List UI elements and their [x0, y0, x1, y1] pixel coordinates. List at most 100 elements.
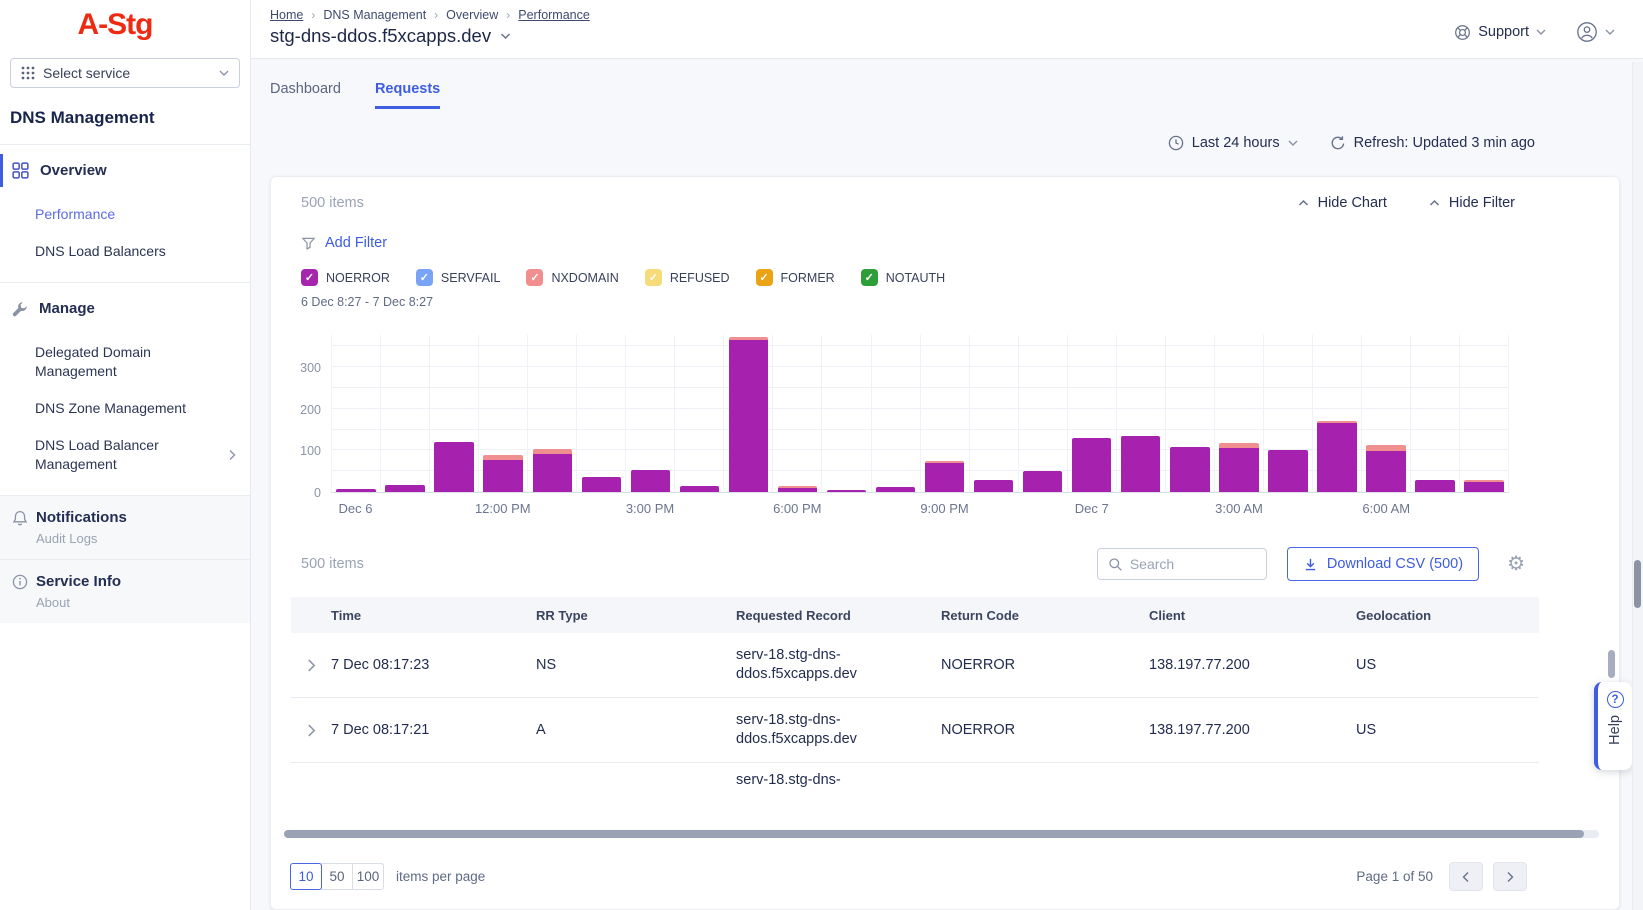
sidebar-item-manage[interactable]: Manage: [0, 283, 250, 334]
hide-filter-button[interactable]: Hide Filter: [1429, 195, 1515, 211]
filter-row: ✓ NOERROR ✓ SERVFAIL: [301, 269, 1619, 286]
sidebar-subitem[interactable]: Performance: [0, 196, 250, 233]
horizontal-scrollbar[interactable]: [284, 830, 1599, 838]
table-row[interactable]: 7 Dec 08:17:21 A serv-18.stg-dns-ddos.f5…: [291, 698, 1539, 763]
next-page-button[interactable]: [1493, 862, 1527, 891]
chart-bar: [527, 335, 576, 492]
sidebar-subitem[interactable]: Delegated Domain Management: [0, 334, 250, 390]
search-field[interactable]: [1129, 556, 1240, 572]
tab-label: Requests: [374, 81, 441, 97]
service-selector[interactable]: Select service: [10, 58, 240, 88]
breadcrumb-item[interactable]: Home ›: [270, 8, 323, 22]
chart-bar: [380, 335, 429, 492]
per-page-option[interactable]: 50: [321, 863, 353, 890]
time-range-selector[interactable]: Last 24 hours: [1168, 135, 1298, 151]
sidebar-item-text: Service Info About: [36, 573, 121, 610]
tab[interactable]: Dashboard: [270, 81, 341, 109]
chart-bar: [870, 335, 920, 492]
breadcrumb-separator: ›: [506, 8, 511, 22]
check-glyph: ✓: [648, 272, 658, 284]
page-scrollbar-thumb[interactable]: [1634, 560, 1641, 608]
horizontal-scrollbar-thumb[interactable]: [284, 830, 1584, 838]
per-page-option[interactable]: 100: [352, 863, 384, 890]
per-page-option[interactable]: 10: [290, 863, 322, 890]
sidebar-item-overview[interactable]: Overview: [0, 145, 250, 196]
table-row[interactable]: 7 Dec 08:17:23 NS serv-18.stg-dns-ddos.f…: [291, 633, 1539, 698]
sidebar-item-label: Service Info: [36, 573, 122, 590]
filter-checkbox[interactable]: ✓ FORMER: [755, 269, 835, 286]
breadcrumb-label: Overview: [446, 8, 499, 22]
checkbox-icon: ✓: [860, 269, 878, 286]
sidebar-subitem[interactable]: DNS Load Balancers: [0, 233, 250, 270]
filter-checkbox[interactable]: ✓ REFUSED: [644, 269, 730, 286]
brand-logo: A-Stg: [77, 8, 154, 41]
header-right: Support: [1454, 14, 1615, 50]
controls-row: Last 24 hours Refresh: Updated 3 min ago: [270, 135, 1643, 151]
expand-row-icon[interactable]: [307, 724, 316, 737]
cell-rr-type: NS: [536, 657, 557, 673]
filter-checkbox[interactable]: ✓ NXDOMAIN: [526, 269, 619, 286]
refresh-button[interactable]: Refresh: Updated 3 min ago: [1330, 135, 1535, 151]
breadcrumb-item[interactable]: Overview ›: [446, 8, 518, 22]
cell-client: 138.197.77.200: [1149, 722, 1250, 738]
divider: [0, 144, 250, 145]
expand-row-icon[interactable]: [307, 659, 316, 672]
prev-page-button[interactable]: [1449, 862, 1483, 891]
cell-time: 7 Dec 08:17:23: [331, 657, 430, 673]
filter-checkbox[interactable]: ✓ NOTAUTH: [860, 269, 945, 286]
filter-checkbox[interactable]: ✓ SERVFAIL: [415, 269, 500, 286]
sidebar-item-notifications[interactable]: Notifications Audit Logs: [0, 496, 250, 559]
help-tab[interactable]: ? Help: [1594, 682, 1632, 770]
breadcrumb-item[interactable]: Performance ›: [518, 8, 590, 22]
download-csv-button[interactable]: Download CSV (500): [1286, 547, 1480, 581]
tab[interactable]: Requests: [374, 81, 441, 109]
chevron-down-icon[interactable]: [500, 32, 511, 40]
chart-bar: [723, 335, 772, 492]
chart-bar: [919, 335, 969, 492]
table-header: Time RR Type Requested Record Return Cod…: [291, 597, 1539, 633]
filter-label: NXDOMAIN: [551, 270, 619, 285]
chart-y-axis: 0 100 200 300: [300, 361, 321, 500]
support-label: Support: [1478, 24, 1529, 40]
user-menu[interactable]: [1576, 21, 1615, 43]
chart-date-range: 6 Dec 8:27 - 7 Dec 8:27: [301, 295, 434, 309]
filter-checkbox[interactable]: ✓ NOERROR: [301, 269, 390, 286]
sidebar-item-label: Notifications: [36, 509, 127, 526]
sidebar-item-service-info[interactable]: Service Info About: [0, 560, 250, 623]
hide-chart-button[interactable]: Hide Chart: [1298, 195, 1387, 211]
tab-label: Dashboard: [270, 81, 341, 97]
sidebar-subitem-label: DNS Load Balancers: [35, 243, 166, 259]
column-header: Client: [1149, 607, 1186, 623]
table-items-count: 500 items: [301, 556, 364, 572]
hide-chart-label: Hide Chart: [1317, 195, 1387, 211]
requests-panel: 500 items Hide Chart Hide Fi: [270, 176, 1620, 910]
checkbox-icon: ✓: [301, 269, 318, 286]
search-input[interactable]: [1096, 548, 1267, 580]
sidebar-subitem-label: DNS Load Balancer Management: [35, 437, 159, 472]
breadcrumb-separator: ›: [311, 8, 316, 22]
support-button[interactable]: Support: [1454, 24, 1546, 41]
page-scrollbar[interactable]: [1632, 62, 1643, 910]
sidebar-subitem-label: DNS Zone Management: [35, 400, 186, 416]
vertical-scrollbar-thumb[interactable]: [1608, 650, 1615, 678]
cell-return-code: NOERROR: [941, 657, 1016, 673]
column-header: Requested Record: [736, 607, 851, 623]
chart-bar: [1311, 335, 1361, 492]
chart-bar: [1262, 335, 1312, 492]
check-glyph: ✓: [530, 272, 540, 284]
chart-bar: [625, 335, 674, 492]
breadcrumb-label: Performance: [518, 8, 590, 22]
page-count-label: Page 1 of 50: [1356, 869, 1433, 884]
sidebar-subitem[interactable]: DNS Zone Management: [0, 390, 250, 427]
checkbox-icon: ✓: [415, 269, 433, 286]
chevron-down-icon: [1288, 140, 1298, 146]
sidebar-subitem[interactable]: DNS Load Balancer Management: [0, 427, 250, 483]
check-glyph: ✓: [419, 272, 430, 284]
gear-icon[interactable]: ⚙: [1507, 553, 1525, 575]
refresh-label: Refresh: Updated 3 min ago: [1353, 135, 1535, 151]
breadcrumb-item[interactable]: DNS Management ›: [323, 8, 446, 22]
table-row-partial[interactable]: serv-18.stg-dns-: [291, 763, 1539, 828]
add-filter-button[interactable]: Add Filter: [301, 235, 387, 251]
filter-label: FORMER: [780, 270, 835, 285]
